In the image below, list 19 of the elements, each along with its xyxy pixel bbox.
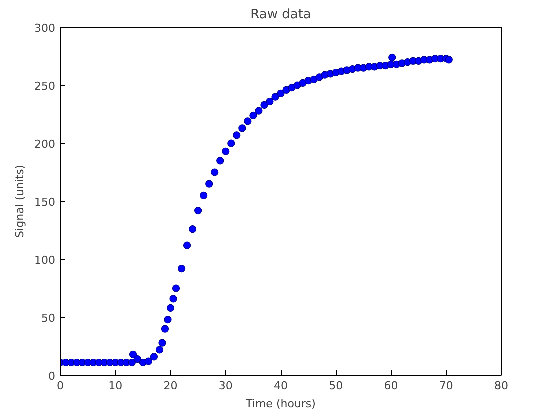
chart-title: Raw data	[250, 8, 312, 22]
x-tick-label: 10	[108, 380, 123, 392]
x-tick-label: 0	[57, 380, 64, 392]
x-tick-label: 50	[329, 380, 344, 392]
x-tick-label: 30	[218, 380, 233, 392]
x-tick-label: 80	[494, 380, 508, 392]
x-tick-label: 60	[384, 380, 398, 392]
y-tick-label: 50	[42, 312, 56, 325]
y-tick-label: 250	[34, 80, 56, 93]
x-axis-title: Time (hours)	[245, 398, 316, 410]
x-tick-label: 20	[164, 380, 178, 392]
y-tick-label: 100	[34, 254, 56, 267]
x-tick-label: 40	[274, 380, 288, 392]
y-tick-label: 0	[48, 370, 56, 383]
x-tick-label: 70	[439, 380, 454, 392]
y-tick-label: 200	[34, 138, 56, 151]
y-tick-label: 150	[34, 196, 56, 209]
y-axis-title: Signal (units)	[14, 165, 27, 238]
y-tick-label: 300	[34, 22, 56, 35]
